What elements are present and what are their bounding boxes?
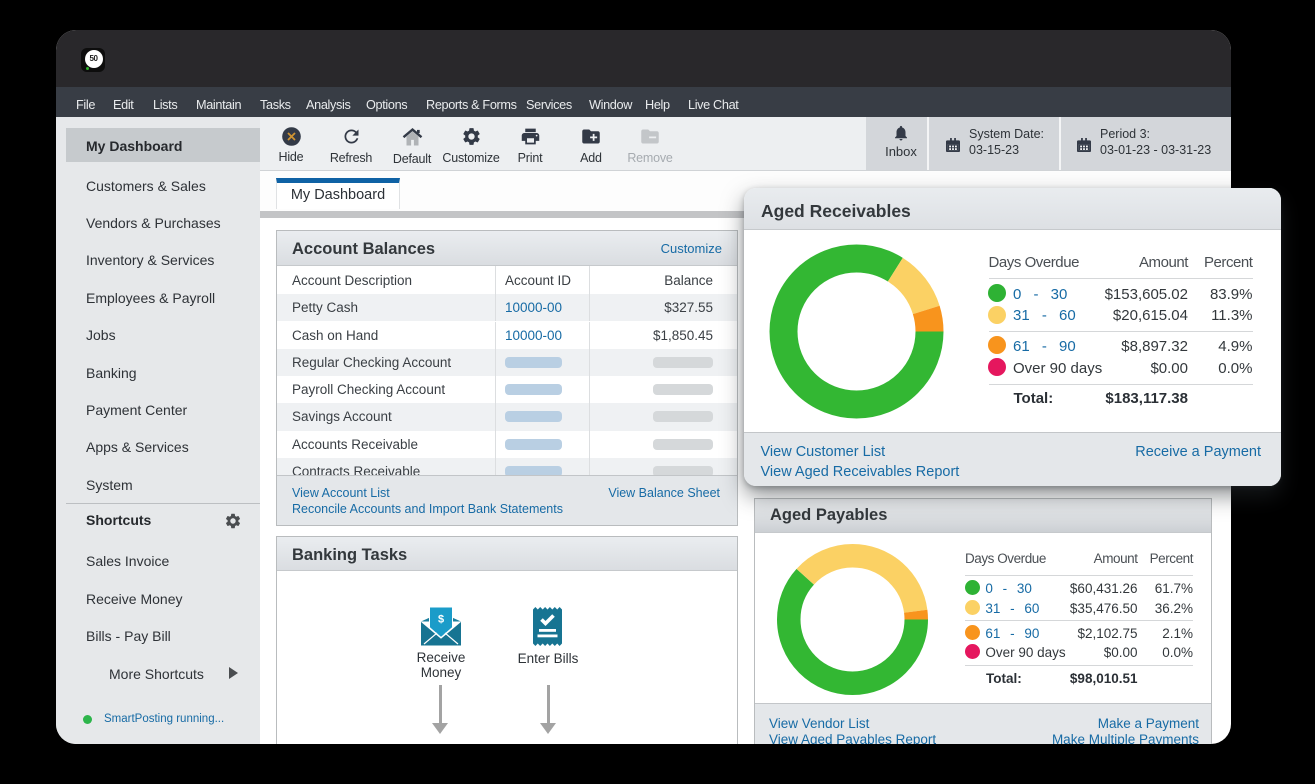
svg-text:$: $ (438, 614, 444, 626)
